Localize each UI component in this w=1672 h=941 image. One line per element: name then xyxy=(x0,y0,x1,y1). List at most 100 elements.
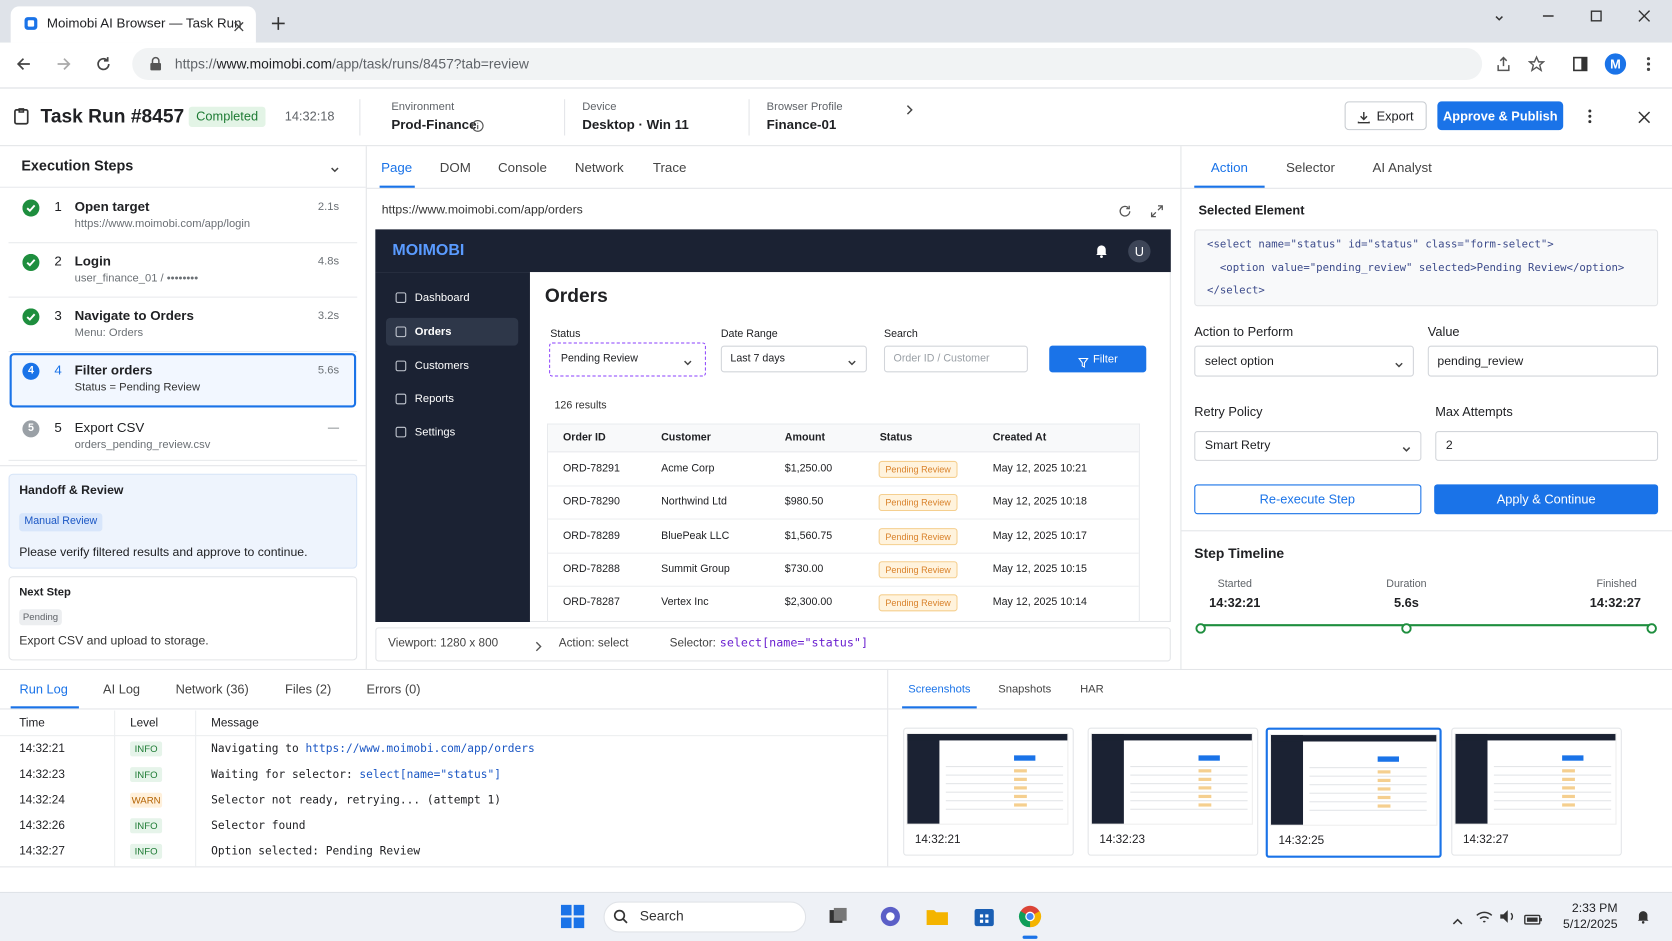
action-select[interactable] xyxy=(1194,345,1414,377)
icon-part xyxy=(1590,10,1602,22)
right-tab[interactable]: Selector xyxy=(1286,160,1335,175)
bookmark-star[interactable] xyxy=(1527,55,1546,73)
taskbar-app[interactable] xyxy=(974,906,995,927)
screens-tab[interactable]: Snapshots xyxy=(998,682,1052,696)
tray-icon[interactable] xyxy=(1499,909,1516,924)
step-title[interactable]: Filter orders xyxy=(74,362,153,378)
sidebar-toggle[interactable] xyxy=(1572,55,1589,72)
tab-title: Moimobi AI Browser — Task Run xyxy=(46,16,242,31)
screens-tab[interactable]: HAR xyxy=(1080,682,1104,696)
log-time: 14:32:26 xyxy=(19,819,65,833)
active-step[interactable] xyxy=(9,353,357,408)
meta-label: Device xyxy=(582,100,617,114)
menu-icon[interactable] xyxy=(1646,55,1651,72)
tray-icon[interactable] xyxy=(1476,910,1493,923)
log-message: Selector found xyxy=(211,819,306,833)
center-tab[interactable]: Network xyxy=(574,160,624,175)
approve-button[interactable] xyxy=(1437,101,1564,131)
export-button[interactable] xyxy=(1344,101,1427,131)
filter-button[interactable] xyxy=(1049,345,1147,373)
close-window[interactable] xyxy=(1638,9,1651,22)
next-step-text: Export CSV and upload to storage. xyxy=(19,634,209,648)
section-title: Selected Element xyxy=(1198,202,1305,218)
table-cell: $730.00 xyxy=(784,563,824,575)
log-tab[interactable]: Run Log xyxy=(19,681,68,697)
taskbar-app[interactable] xyxy=(829,907,848,926)
chevron-icon[interactable] xyxy=(1401,441,1412,452)
tray-icon[interactable] xyxy=(1452,912,1463,925)
more-icon[interactable] xyxy=(1588,109,1592,124)
refresh-icon[interactable] xyxy=(1119,204,1132,217)
taskbar-app[interactable] xyxy=(926,907,949,926)
step-state-icon: 5 xyxy=(22,420,40,438)
step-title[interactable]: Login xyxy=(74,253,111,269)
app-avatar[interactable]: U xyxy=(1128,240,1151,263)
expand-icon[interactable] xyxy=(1150,204,1164,218)
status-select[interactable] xyxy=(549,342,706,377)
browser-tab[interactable] xyxy=(10,6,256,43)
chevron-icon[interactable] xyxy=(329,161,340,173)
new-tab[interactable] xyxy=(271,16,286,31)
close-panel[interactable] xyxy=(1638,110,1651,124)
search-input[interactable] xyxy=(883,345,1028,373)
tray-icon[interactable] xyxy=(1524,911,1543,925)
log-tab[interactable]: Errors (0) xyxy=(366,681,421,697)
right-tab[interactable]: Action xyxy=(1210,160,1248,175)
meta-next[interactable] xyxy=(905,101,914,115)
icon-part xyxy=(1638,10,1651,22)
profile-avatar[interactable]: M xyxy=(1604,53,1627,75)
divider xyxy=(0,668,1672,671)
step-title[interactable]: Navigate to Orders xyxy=(74,308,194,324)
nav-item[interactable]: Orders xyxy=(414,325,452,339)
log-tab[interactable]: Network (36) xyxy=(175,681,249,697)
chevron-icon[interactable] xyxy=(1494,10,1505,21)
address-bar[interactable] xyxy=(132,48,1483,81)
nav-item[interactable]: Reports xyxy=(414,392,454,406)
maximize[interactable] xyxy=(1590,9,1603,22)
screens-tab[interactable]: Screenshots xyxy=(908,682,971,696)
value-input[interactable] xyxy=(1427,345,1659,377)
right-tab[interactable]: AI Analyst xyxy=(1372,160,1432,175)
screenshot-card[interactable]: 14:32:27 xyxy=(1451,727,1622,856)
taskbar-app[interactable] xyxy=(880,906,901,927)
icon-part xyxy=(848,360,856,366)
chevron-icon[interactable] xyxy=(1394,356,1405,368)
screenshot-card[interactable]: 14:32:21 xyxy=(903,727,1074,856)
icon-part xyxy=(906,105,913,115)
screenshot-card[interactable]: 14:32:23 xyxy=(1087,727,1259,856)
url[interactable]: https://www.moimobi.com/app/task/runs/84… xyxy=(175,55,529,72)
chevron-icon[interactable] xyxy=(682,354,693,366)
share-icon[interactable] xyxy=(1495,55,1512,72)
step-title[interactable]: Export CSV xyxy=(74,420,145,436)
center-tab[interactable]: Console xyxy=(498,160,547,175)
bell-icon[interactable] xyxy=(1094,243,1109,258)
forward-button[interactable] xyxy=(55,55,72,72)
tab-close[interactable] xyxy=(234,18,245,32)
date-select[interactable] xyxy=(720,345,867,373)
nav-item[interactable]: Customers xyxy=(414,359,469,373)
max-input[interactable] xyxy=(1435,431,1659,461)
center-tab[interactable]: Page xyxy=(381,160,413,175)
center-tab[interactable]: DOM xyxy=(439,160,471,175)
center-tab[interactable]: Trace xyxy=(652,160,687,175)
taskbar-app[interactable] xyxy=(1018,905,1042,928)
minimize[interactable] xyxy=(1542,9,1555,22)
back-button[interactable] xyxy=(15,55,32,72)
notifications[interactable] xyxy=(1636,909,1651,924)
retry-select[interactable] xyxy=(1194,431,1422,461)
step-title[interactable]: Open target xyxy=(74,199,150,215)
apply-button[interactable] xyxy=(1434,484,1659,515)
nav-item[interactable]: Settings xyxy=(414,425,456,439)
start-button[interactable] xyxy=(560,904,585,929)
log-tab[interactable]: Files (2) xyxy=(285,681,332,697)
icon-part xyxy=(1646,623,1657,634)
icon-part xyxy=(26,313,36,321)
chevron-icon[interactable] xyxy=(847,354,858,366)
taskbar-search[interactable] xyxy=(603,901,807,933)
reload-button[interactable] xyxy=(95,55,112,72)
nav-item[interactable]: Dashboard xyxy=(414,291,470,305)
table-cell: $980.50 xyxy=(784,496,824,509)
reexecute-button[interactable] xyxy=(1194,484,1422,515)
log-tab[interactable]: AI Log xyxy=(103,681,141,697)
screenshot-card[interactable]: 14:32:25 xyxy=(1265,727,1442,858)
